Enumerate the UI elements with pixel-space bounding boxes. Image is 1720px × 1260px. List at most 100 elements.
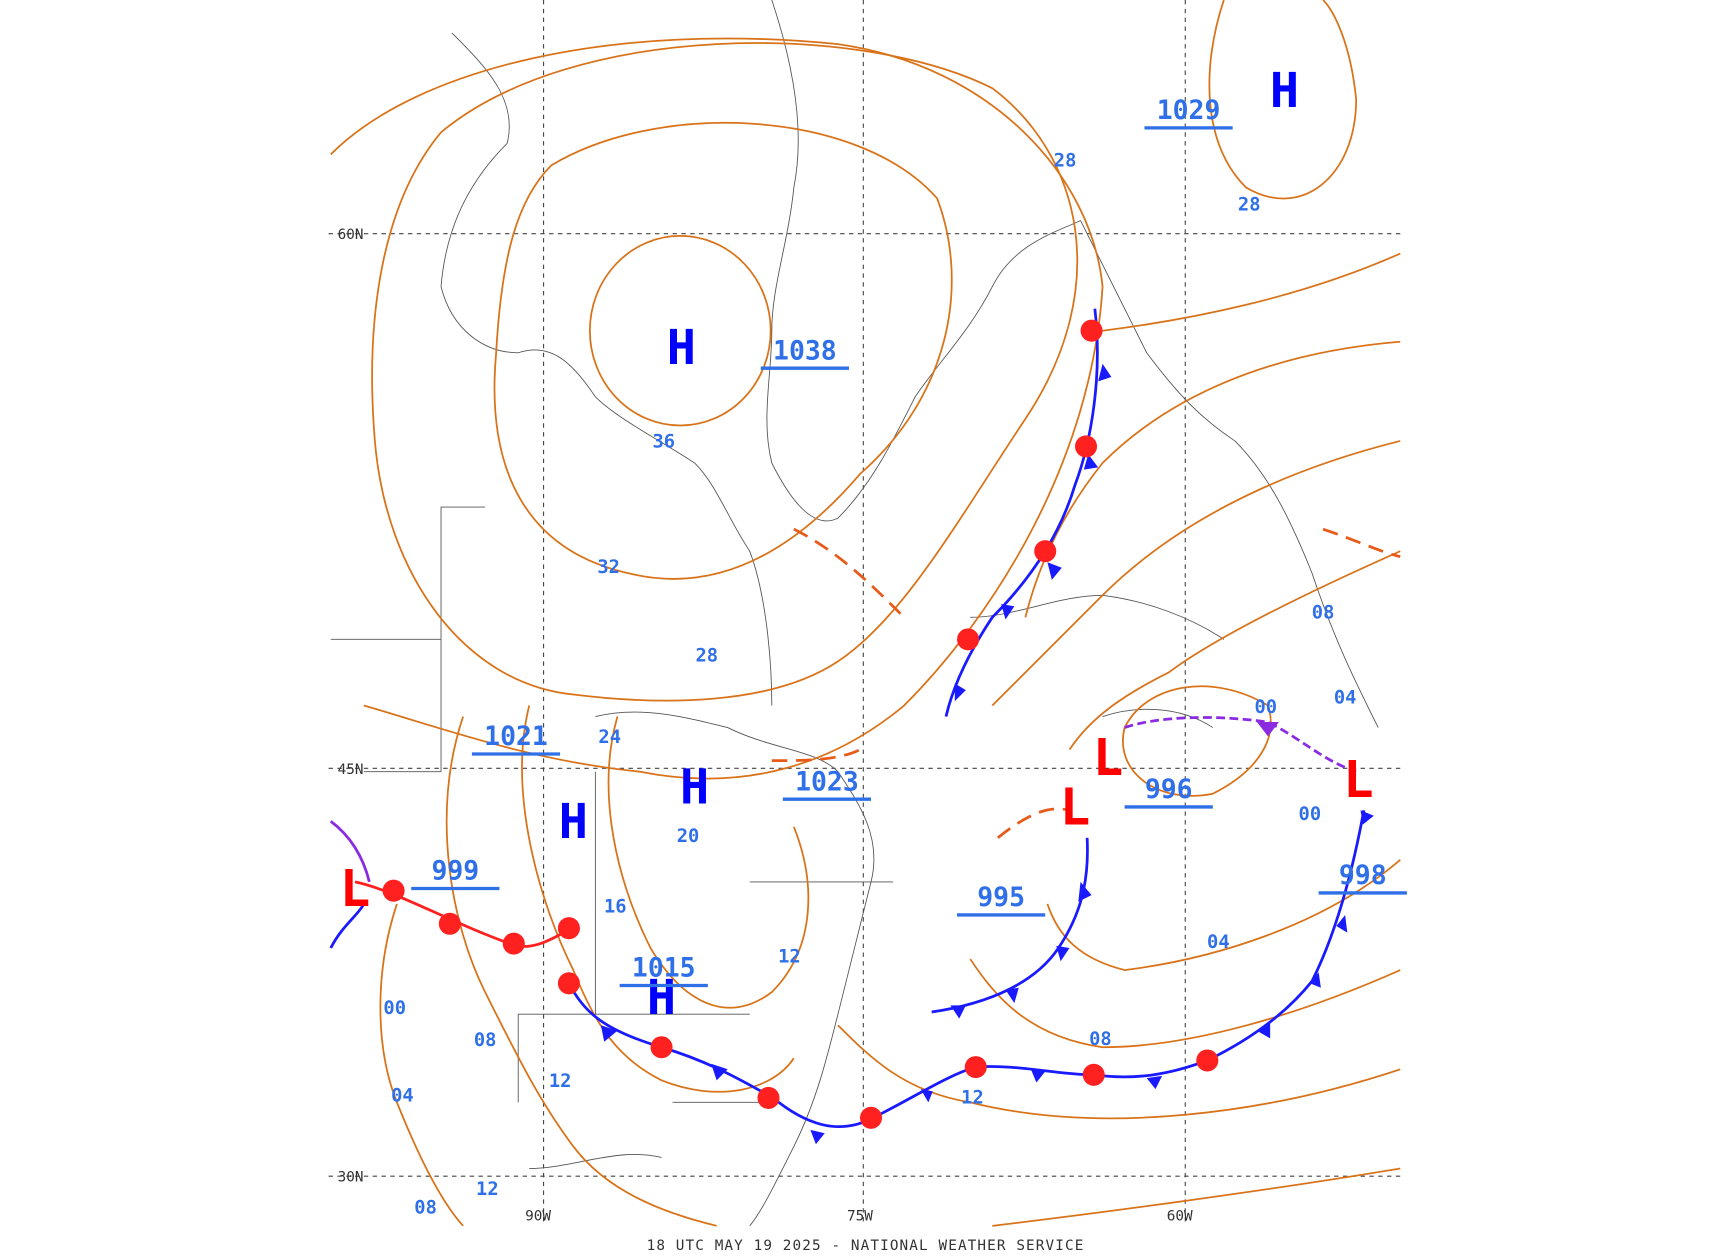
low-symbol: L [1093,728,1124,787]
isobar-label: 12 [549,1071,572,1092]
map-area [328,0,1401,1226]
isobar [330,37,1104,780]
front-triangle [1083,454,1099,470]
occluded-front [329,820,371,883]
isobar [607,716,810,1009]
front-triangle [1047,562,1062,580]
front-triangle [950,1005,966,1019]
isobar-label: 08 [1312,602,1335,623]
pressure-value: 999 [431,856,479,887]
isobars [330,0,1401,1227]
front-semicircle [650,1036,673,1059]
coastline [1080,220,1379,728]
isobar-label: 12 [476,1179,499,1200]
isobar [969,958,1401,1049]
front-triangle [1001,604,1015,620]
graticule-label: 45N [338,762,364,778]
high-symbol: H [680,760,709,816]
graticule-label: 90W [525,1208,551,1224]
isobar-label: 00 [383,998,406,1019]
isobar-label: 04 [391,1085,414,1106]
pressure-value: 1015 [632,953,696,984]
occluded-front [1124,716,1357,773]
front-semicircle [502,932,525,955]
front-triangle [1030,1069,1046,1083]
graticule [328,0,1401,1226]
isobar-label: 08 [1089,1029,1112,1050]
isobar-label: 24 [598,727,621,748]
isobar-label: 04 [1334,687,1357,708]
isobar [379,903,464,1227]
coastline [766,0,1081,522]
graticule-label: 30N [338,1170,364,1186]
isobar-label: 04 [1207,932,1230,953]
isobar-label: 12 [778,946,801,967]
isobar-label: 16 [604,897,627,918]
isobar-label: 28 [1054,150,1077,171]
front-triangle [1098,363,1112,382]
front-triangle [810,1129,825,1145]
isobar-label: 12 [961,1087,984,1108]
front-semicircle [438,912,461,935]
high-symbol: H [559,794,588,850]
front-triangle [1360,810,1374,825]
pressure-value: 996 [1145,774,1193,805]
coastline [440,32,773,706]
isobar-label: 20 [677,826,700,847]
front-semicircle [957,628,980,651]
isobar [992,1167,1401,1227]
isobar [1122,685,1272,797]
front-semicircle [557,972,580,995]
front-triangle [1336,914,1348,933]
pressure-value: 1021 [484,721,548,752]
front-triangle [920,1089,933,1103]
isobar [371,42,1079,702]
border [330,506,894,1169]
front-triangle [1005,987,1019,1004]
front-triangle [1256,1022,1271,1039]
pressure-value: 995 [977,882,1025,913]
front-semicircle [860,1106,883,1129]
pressure-value: 1023 [795,766,859,797]
isobar-label: 36 [652,432,675,453]
low-symbol: L [1343,750,1374,809]
graticule-label: 75W [847,1208,873,1224]
front-semicircle [1080,319,1103,342]
isobar [1068,550,1401,751]
front-semicircle [382,879,405,902]
front-triangle [954,683,966,702]
high-symbol: H [647,970,676,1026]
isobar [837,1024,1401,1120]
isobar [1046,859,1401,971]
front-triangle [1309,972,1321,988]
front-semicircle [557,917,580,940]
front-triangle [1056,945,1070,962]
isobar-label: 28 [1238,195,1261,216]
isobar [1024,340,1401,618]
fronts [329,308,1401,1145]
isobar-label: 00 [1254,697,1277,718]
high-symbol: H [1270,63,1299,119]
pressure-value: 1029 [1157,95,1221,126]
isobar [445,716,717,1227]
front-triangle [1078,881,1092,902]
front-semicircle [1075,435,1098,458]
footer: 18 UTC MAY 19 2025 - NATIONAL WEATHER SE… [647,1238,1085,1254]
high-symbol: H [667,320,696,376]
isobar-label: 08 [474,1030,497,1051]
front-semicircle [1196,1049,1219,1072]
front-triangle [600,1025,618,1042]
isobar [1102,252,1401,332]
isobar [991,440,1401,707]
cold-front [329,903,366,949]
pressure-value: 998 [1339,860,1387,891]
front-semicircle [964,1056,987,1079]
isobar [588,235,772,427]
graticule-label: 60N [338,227,364,243]
occluded-symbol [1256,722,1279,737]
isobar-label: 00 [1299,804,1322,825]
low-symbol: L [1060,778,1091,837]
